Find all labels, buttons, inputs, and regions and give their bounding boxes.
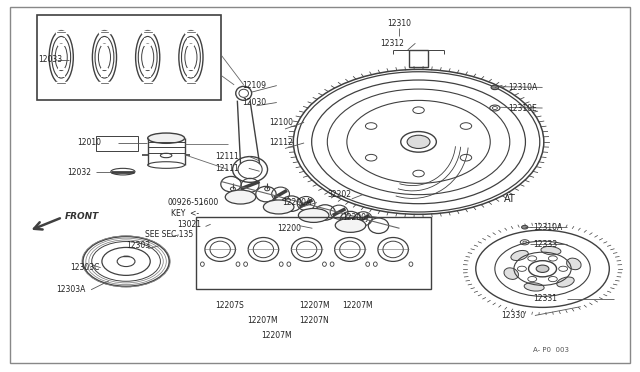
Text: 12312: 12312	[380, 39, 404, 48]
Text: SEE SEC.135: SEE SEC.135	[145, 230, 193, 240]
Text: KEY  <-: KEY <-	[171, 209, 198, 218]
Circle shape	[522, 225, 528, 229]
Text: 12200A: 12200A	[282, 198, 311, 207]
Text: 12111: 12111	[215, 152, 239, 161]
Bar	[196, 217, 431, 289]
Text: 12207M: 12207M	[262, 331, 292, 340]
Ellipse shape	[264, 200, 294, 214]
Ellipse shape	[566, 258, 581, 270]
Ellipse shape	[335, 218, 366, 232]
Ellipse shape	[524, 283, 544, 291]
Circle shape	[491, 85, 499, 90]
Text: 12200: 12200	[276, 224, 301, 233]
Ellipse shape	[504, 268, 518, 279]
Text: AT: AT	[504, 194, 516, 204]
Text: 00926-51600: 00926-51600	[168, 198, 219, 207]
Bar	[96, 136, 138, 151]
Text: 12112: 12112	[269, 138, 293, 147]
Text: 12207M: 12207M	[342, 301, 373, 310]
Circle shape	[536, 265, 549, 272]
Text: 12310E: 12310E	[508, 103, 537, 112]
Ellipse shape	[557, 277, 574, 287]
Ellipse shape	[298, 208, 329, 222]
Circle shape	[407, 135, 430, 148]
Text: 12333: 12333	[533, 240, 557, 248]
Text: 12310A: 12310A	[508, 83, 538, 92]
Text: 12200J: 12200J	[342, 213, 369, 222]
Text: 12303A: 12303A	[56, 285, 86, 294]
Text: 13021: 13021	[177, 220, 201, 229]
Text: 12207M: 12207M	[300, 301, 330, 310]
Text: 12207S: 12207S	[215, 301, 244, 310]
Text: 12010: 12010	[77, 138, 101, 147]
Ellipse shape	[148, 133, 184, 143]
Ellipse shape	[541, 246, 561, 255]
Text: 12303: 12303	[126, 241, 150, 250]
Text: 12109: 12109	[243, 81, 266, 90]
Bar	[37, 15, 221, 100]
Text: 12030: 12030	[243, 98, 266, 107]
Text: 12330: 12330	[501, 311, 525, 320]
Text: 12032: 12032	[68, 168, 92, 177]
Text: 32202: 32202	[328, 190, 351, 199]
Text: 12331: 12331	[533, 294, 557, 304]
Bar	[409, 49, 428, 67]
Text: FRONT: FRONT	[65, 212, 99, 221]
Text: 12207M: 12207M	[247, 317, 278, 326]
Text: 12100: 12100	[269, 118, 293, 127]
Text: 12310A: 12310A	[533, 223, 563, 232]
Ellipse shape	[225, 190, 256, 204]
Text: 12111: 12111	[215, 164, 239, 173]
Text: 12207N: 12207N	[300, 317, 330, 326]
Ellipse shape	[511, 250, 529, 260]
Text: 12303C: 12303C	[70, 263, 99, 272]
Text: A- P0  003: A- P0 003	[533, 347, 569, 353]
Text: 12033: 12033	[38, 55, 63, 64]
Text: 12310: 12310	[387, 19, 412, 28]
